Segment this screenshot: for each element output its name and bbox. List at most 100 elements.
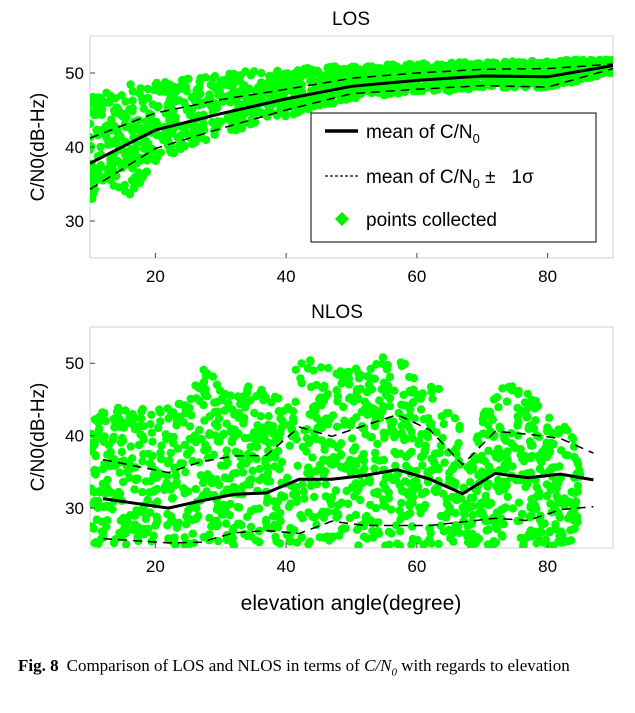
nlos-point — [267, 426, 276, 435]
nlos-point — [497, 531, 506, 540]
nlos-point — [381, 484, 390, 493]
nlos-point — [274, 394, 283, 403]
los-point — [165, 115, 174, 125]
nlos-point — [277, 423, 286, 432]
nlos-point — [416, 508, 425, 518]
nlos-point — [263, 494, 272, 503]
nlos-point — [391, 461, 400, 471]
los-point — [109, 181, 118, 190]
nlos-point — [521, 482, 530, 492]
nlos-point — [569, 434, 578, 444]
nlos-point — [121, 540, 131, 548]
nlos-point — [492, 393, 502, 402]
nlos-point — [434, 384, 444, 394]
nlos-point — [337, 498, 346, 507]
nlos-point — [286, 536, 296, 546]
figure-caption: Fig. 8 Comparison of LOS and NLOS in term… — [18, 655, 618, 683]
nlos-point — [542, 491, 552, 501]
los-point — [195, 77, 204, 87]
los-point — [115, 110, 125, 119]
nlos-point — [468, 502, 477, 511]
los-point — [356, 85, 365, 94]
nlos-point — [359, 449, 368, 459]
los-point — [175, 96, 184, 105]
nlos-point — [385, 372, 395, 382]
nlos-point — [328, 533, 337, 542]
los-point — [256, 91, 265, 100]
nlos-point — [291, 489, 301, 499]
nlos-point — [507, 429, 516, 438]
nlos-point — [443, 508, 452, 518]
los-point — [212, 84, 221, 94]
nlos-point — [428, 394, 437, 403]
nlos-point — [214, 501, 223, 510]
los-point — [323, 63, 332, 72]
nlos-point — [545, 413, 554, 422]
nlos-point — [100, 459, 109, 468]
los-point — [223, 112, 233, 122]
los-point — [187, 105, 197, 114]
los-point — [422, 80, 432, 89]
nlos-point — [555, 513, 565, 522]
legend-mean-label: mean of C/N0 — [366, 122, 480, 146]
nlos-point — [513, 403, 522, 413]
nlos-point — [556, 527, 566, 536]
nlos-point — [319, 381, 329, 391]
nlos-point — [492, 482, 501, 491]
nlos-point — [421, 487, 430, 497]
nlos-point — [156, 448, 165, 458]
nlos-point — [401, 461, 411, 471]
nlos-point — [268, 512, 278, 521]
nlos-point — [324, 415, 333, 424]
nlos-point — [183, 487, 193, 496]
nlos-point — [95, 424, 104, 433]
nlos-point — [327, 492, 337, 502]
nlos-point — [228, 533, 238, 543]
nlos-point — [126, 442, 135, 451]
los-point — [90, 165, 96, 175]
los-point — [307, 75, 317, 84]
nlos-point — [497, 505, 506, 514]
nlos-point — [516, 444, 525, 454]
nlos-point — [408, 493, 418, 502]
nlos-point — [527, 451, 537, 461]
los-point — [136, 84, 145, 93]
los-point — [326, 74, 336, 84]
nlos-point — [133, 506, 143, 516]
nlos-point — [203, 491, 213, 500]
los-point — [106, 155, 115, 164]
los-point — [301, 98, 310, 107]
nlos-point — [118, 436, 128, 445]
nlos-point — [335, 531, 344, 540]
los-point — [152, 117, 161, 127]
nlos-point — [203, 470, 212, 479]
nlos-point — [474, 438, 483, 447]
nlos-point — [378, 359, 387, 368]
los-point — [303, 63, 313, 73]
legend-box — [310, 112, 597, 243]
los-point — [561, 56, 571, 65]
nlos-point — [108, 435, 118, 445]
los-point — [326, 99, 335, 108]
nlos-point — [573, 459, 583, 469]
los-point — [133, 174, 143, 183]
nlos-point — [418, 461, 427, 470]
nlos-point — [290, 526, 299, 535]
nlos-point — [90, 440, 99, 449]
nlos-point — [262, 518, 271, 527]
nlos-point — [466, 493, 476, 502]
los-point — [393, 64, 403, 73]
los-panel: LOS 20 40 60 80 30 40 50 C/N0(dB-Hz) mean of … — [28, 9, 614, 286]
nlos-point — [569, 525, 578, 534]
nlos-point — [305, 410, 314, 419]
los-point — [232, 93, 241, 103]
nlos-point — [331, 508, 340, 517]
nlos-point — [466, 478, 475, 487]
nlos-point — [141, 514, 151, 524]
nlos-point — [450, 446, 460, 455]
nlos-point — [491, 520, 500, 529]
nlos-point — [407, 427, 416, 436]
los-point — [96, 142, 105, 152]
los-point — [379, 90, 388, 100]
nlos-point — [222, 446, 231, 455]
